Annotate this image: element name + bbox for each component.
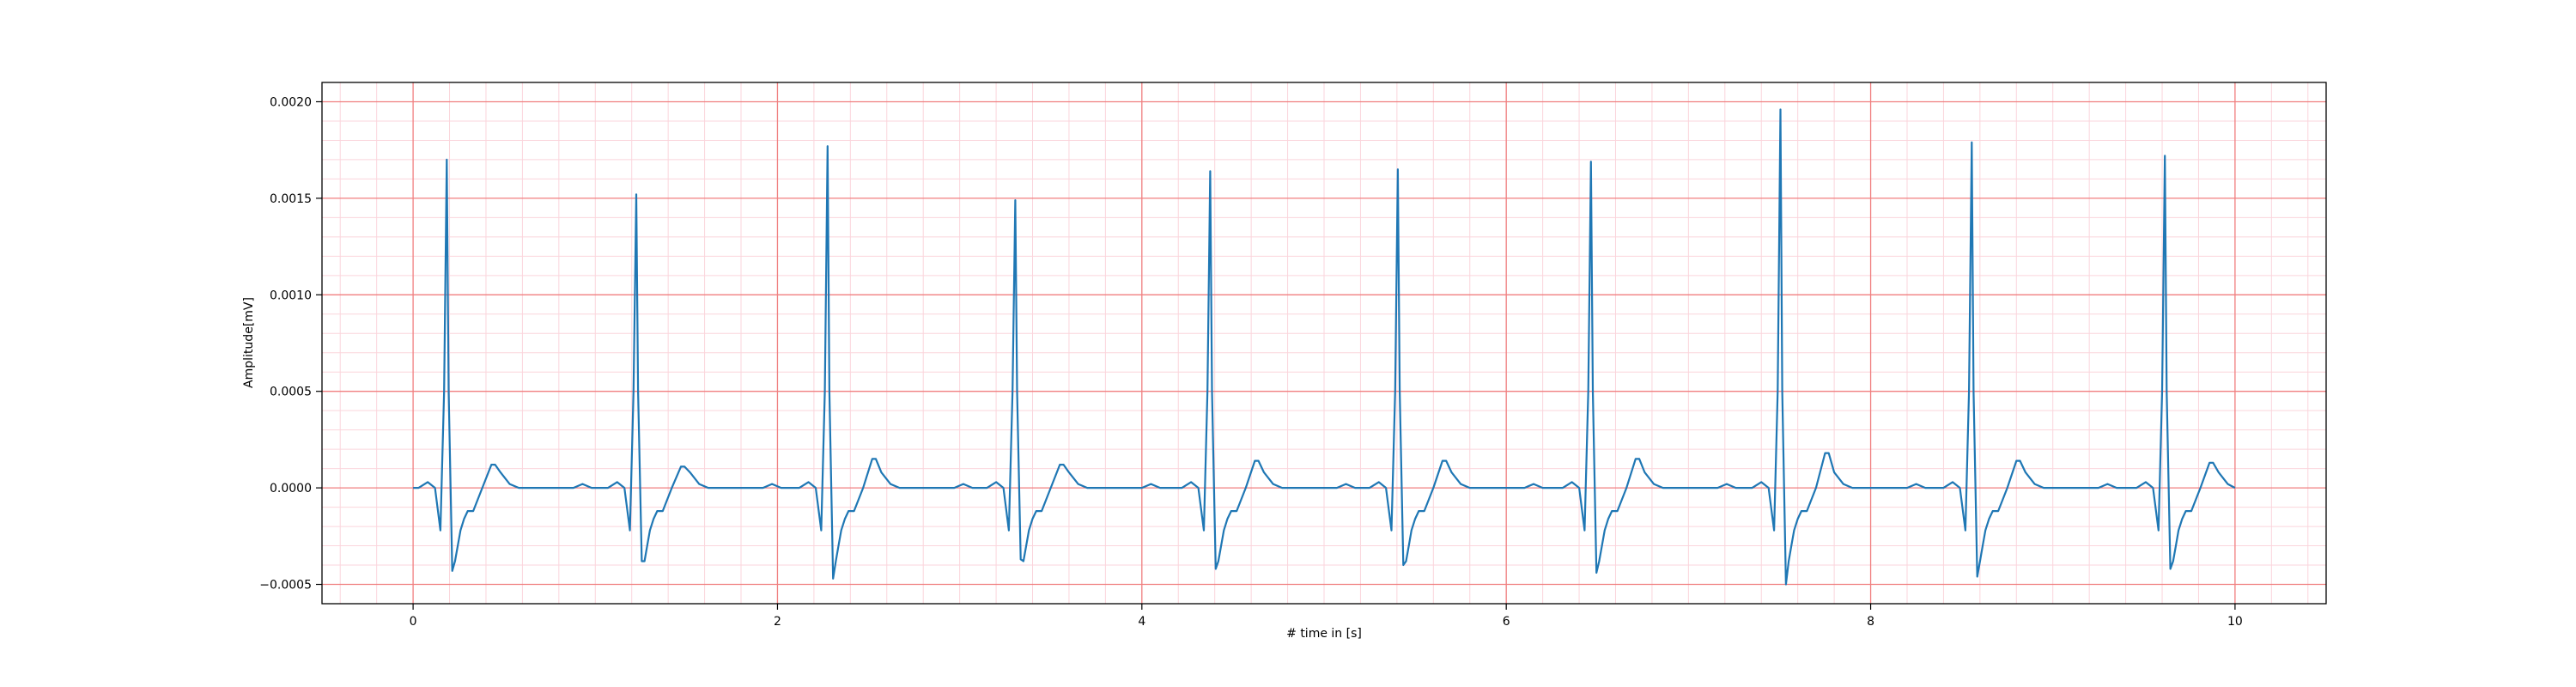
- x-tick-label: 10: [2227, 615, 2243, 629]
- x-tick-label: 0: [410, 615, 417, 629]
- ecg-signal-line: [413, 108, 2236, 586]
- x-tick-label: 2: [774, 615, 781, 629]
- y-tick-label: 0.0010: [270, 289, 312, 302]
- x-tick-label: 8: [1867, 615, 1874, 629]
- plot-frame: [321, 82, 2327, 605]
- x-axis-ticks: 0 2 4 6 8 10: [410, 604, 2243, 629]
- y-tick-label: −0.0005: [259, 579, 312, 593]
- y-axis-ticks: −0.0005 0.0000 0.0005 0.0010 0.0015 0.0020: [259, 95, 322, 593]
- y-axis-label: Amplitude[mV]: [242, 297, 256, 388]
- x-tick-label: 4: [1138, 615, 1145, 629]
- y-tick-label: 0.0000: [270, 482, 312, 495]
- x-axis-label: # time in [s]: [1286, 627, 1362, 641]
- y-tick-label: 0.0020: [270, 95, 312, 109]
- y-tick-label: 0.0015: [270, 192, 312, 206]
- y-tick-label: 0.0005: [270, 386, 312, 399]
- x-tick-label: 6: [1503, 615, 1510, 629]
